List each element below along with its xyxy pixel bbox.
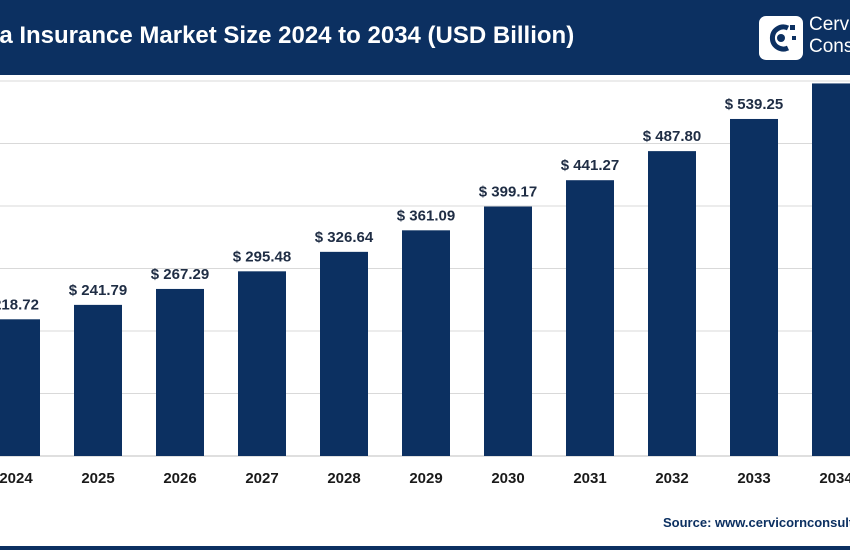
bar-2027: [238, 271, 286, 456]
data-label-2032: $ 487.80: [643, 128, 701, 145]
bar-2029: [402, 230, 450, 456]
bar-2031: [566, 180, 614, 457]
bottom-rule: [0, 546, 850, 550]
chart-title: dia Insurance Market Size 2024 to 2034 (…: [0, 22, 575, 49]
x-tick-2033: 2033: [737, 470, 770, 487]
bar-2026: [156, 288, 204, 456]
company-logo-icon: [759, 16, 803, 60]
data-label-2029: $ 361.09: [397, 207, 455, 224]
company-logo-text: Cervi Cons: [809, 14, 850, 58]
x-tick-2031: 2031: [573, 470, 606, 487]
data-label-2033: $ 539.25: [725, 96, 783, 113]
bar-2025: [74, 304, 122, 456]
x-tick-2030: 2030: [491, 470, 524, 487]
data-label-2025: $ 241.79: [69, 282, 127, 299]
bar-2024: [0, 319, 40, 456]
logo-line-1: Cervi: [809, 14, 850, 35]
logo-mark-icon: [769, 24, 796, 52]
x-tick-2032: 2032: [655, 470, 688, 487]
x-tick-2027: 2027: [245, 470, 278, 487]
data-label-2026: $ 267.29: [151, 266, 209, 283]
bar-chart: 218.72 $ 241.79 $ 267.29 $ 295.48 $ 326.64 $ …: [0, 75, 850, 487]
title-banner: dia Insurance Market Size 2024 to 2034 (…: [0, 0, 850, 75]
bar-2032: [648, 151, 696, 456]
bar-2028: [320, 251, 368, 456]
bar-2033: [730, 118, 778, 456]
data-label-2024: 218.72: [0, 296, 39, 313]
source-note: Source: www.cervicornconsultin: [663, 515, 850, 530]
data-label-2027: $ 295.48: [233, 248, 291, 265]
x-tick-2028: 2028: [327, 470, 360, 487]
bar-2034: [812, 83, 850, 456]
x-tick-2025: 2025: [81, 470, 114, 487]
data-labels: 218.72 $ 241.79 $ 267.29 $ 295.48 $ 326.64 $ …: [0, 75, 850, 313]
x-axis-tick-labels: 2024 2025 2026 2027 2028 2029 2030 2031 2032 2033…: [0, 470, 850, 487]
data-label-2030: $ 399.17: [479, 184, 537, 201]
bar-2030: [484, 206, 532, 456]
data-label-2028: $ 326.64: [315, 229, 374, 246]
x-tick-2034: 2034: [819, 470, 850, 487]
x-tick-2024: 2024: [0, 470, 33, 487]
x-tick-2029: 2029: [409, 470, 442, 487]
logo-line-2: Cons: [809, 36, 850, 57]
data-label-2034: $ 596.: [815, 75, 850, 77]
bar-series: [0, 83, 850, 457]
x-tick-2026: 2026: [163, 470, 196, 487]
data-label-2031: $ 441.27: [561, 157, 619, 174]
